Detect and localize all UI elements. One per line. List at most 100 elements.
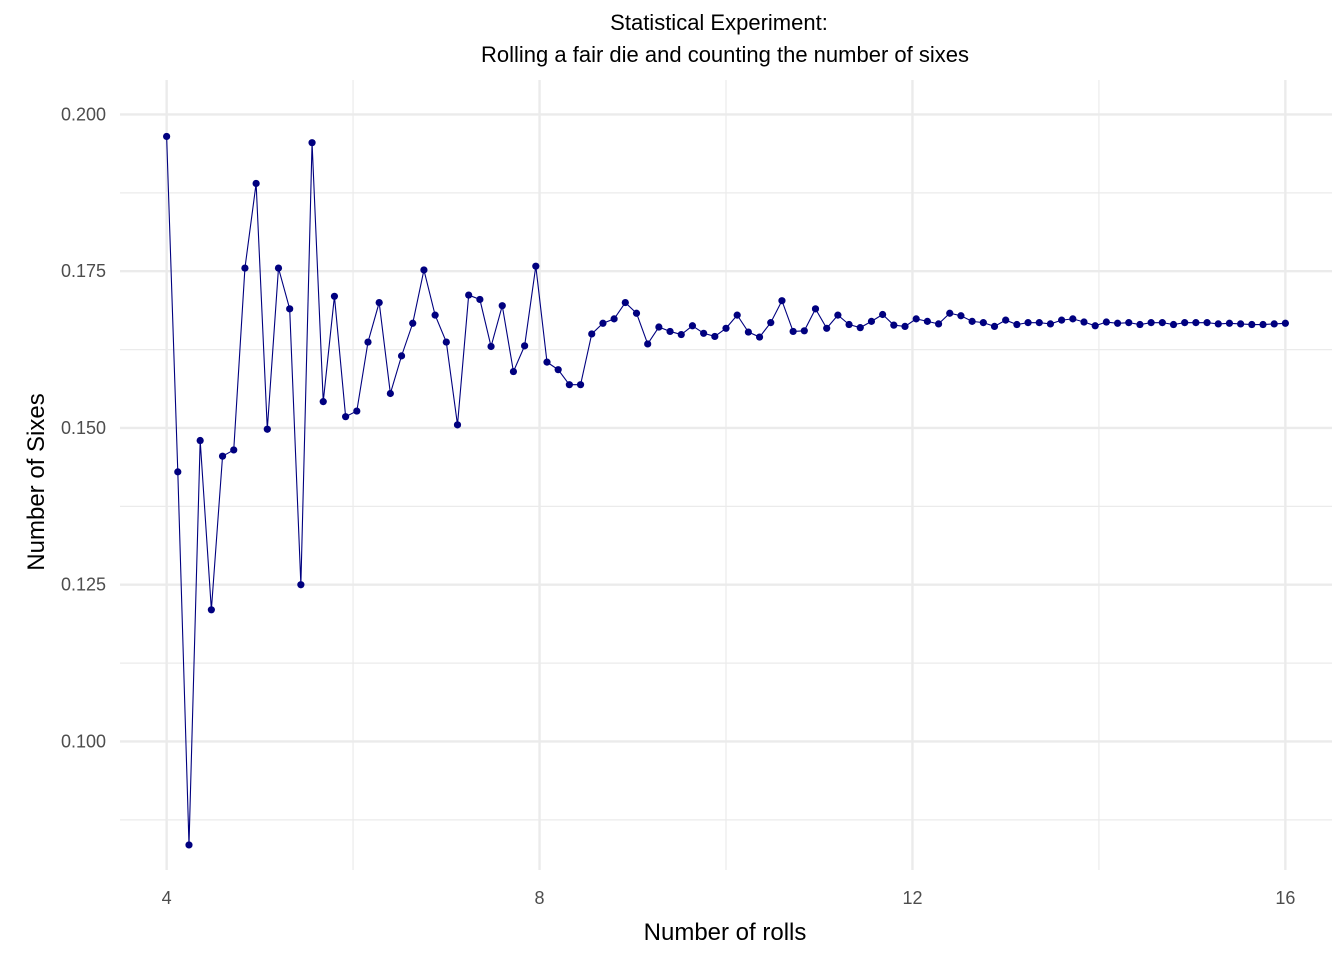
y-tick-label: 0.150: [61, 418, 106, 438]
series-layer: [163, 132, 1289, 849]
data-point: [565, 381, 573, 389]
data-point: [688, 322, 697, 330]
x-tick-label: 8: [535, 888, 545, 908]
x-tick-label: 16: [1275, 888, 1295, 908]
data-point: [823, 324, 831, 332]
data-point: [1002, 316, 1010, 324]
data-point: [1225, 319, 1234, 327]
chart-title: Statistical Experiment:: [610, 10, 828, 35]
data-point: [588, 330, 596, 338]
y-tick-label: 0.100: [61, 731, 106, 751]
data-point: [308, 139, 316, 147]
data-point: [241, 264, 249, 272]
data-point: [487, 342, 495, 351]
grid-major: [120, 80, 1332, 870]
data-point: [1046, 320, 1055, 328]
data-point: [521, 342, 529, 350]
x-tick-label: 12: [902, 888, 922, 908]
data-point: [252, 179, 260, 188]
data-point: [1248, 320, 1256, 329]
data-point: [599, 319, 607, 327]
data-point: [778, 297, 786, 305]
data-point: [979, 319, 987, 327]
data-point: [1024, 319, 1032, 327]
y-tick-label: 0.200: [61, 104, 106, 124]
data-point: [1192, 319, 1200, 327]
data-point: [834, 311, 842, 319]
data-point: [1125, 319, 1133, 327]
data-point: [856, 324, 864, 332]
data-point: [1113, 319, 1122, 327]
data-point: [1270, 320, 1278, 328]
y-tick-labels: 0.100 0.125 0.150 0.175 0.200: [61, 104, 106, 751]
data-point: [1181, 319, 1189, 327]
data-point: [1169, 320, 1178, 329]
grid-minor: [120, 80, 1332, 870]
y-tick-label: 0.125: [61, 575, 106, 595]
data-point: [968, 317, 976, 325]
chart-subtitle: Rolling a fair die and counting the numb…: [481, 42, 969, 67]
data-point: [1035, 319, 1043, 327]
y-axis-title: Number of Sixes: [23, 393, 50, 570]
data-point: [174, 468, 182, 476]
data-point: [442, 338, 450, 346]
data-point: [498, 302, 506, 310]
data-point: [890, 321, 898, 329]
data-point: [1069, 315, 1077, 323]
data-point: [655, 323, 663, 331]
data-point: [397, 352, 406, 360]
x-tick-label: 4: [162, 888, 172, 908]
data-point: [1091, 322, 1099, 330]
data-point: [263, 425, 271, 433]
data-point: [912, 315, 920, 323]
data-point: [230, 446, 238, 454]
data-point: [711, 332, 719, 341]
data-point: [1158, 319, 1166, 327]
data-point: [509, 367, 518, 376]
data-point: [789, 327, 797, 336]
data-point: [946, 309, 954, 317]
data-point: [990, 322, 999, 330]
data-point: [375, 298, 383, 307]
data-point: [755, 333, 764, 341]
data-point: [353, 407, 361, 415]
data-point: [1013, 320, 1021, 329]
data-point: [901, 322, 909, 330]
y-tick-label: 0.175: [61, 261, 106, 281]
data-point: [297, 581, 305, 589]
data-point: [632, 309, 641, 317]
data-point: [274, 264, 283, 272]
data-point: [420, 266, 428, 274]
data-point: [1058, 316, 1066, 324]
data-point: [845, 320, 853, 329]
data-point: [431, 311, 439, 319]
data-point: [342, 413, 350, 421]
data-point: [319, 398, 327, 406]
data-point: [666, 327, 674, 336]
data-point: [386, 389, 394, 398]
data-point: [1237, 320, 1245, 328]
data-point: [800, 327, 808, 335]
data-point: [957, 312, 965, 320]
data-point: [218, 452, 227, 460]
data-point: [1203, 319, 1211, 327]
x-axis-title: Number of rolls: [644, 919, 807, 946]
data-point: [1281, 319, 1289, 327]
data-point: [196, 436, 204, 445]
data-point: [163, 132, 171, 141]
data-point: [1102, 318, 1110, 326]
data-point: [554, 366, 562, 374]
data-point: [207, 606, 215, 614]
data-point: [722, 324, 730, 332]
data-point: [185, 841, 193, 849]
data-point: [644, 340, 652, 348]
data-point: [409, 319, 417, 327]
data-point: [934, 320, 943, 328]
data-point: [744, 328, 752, 336]
data-point: [879, 310, 887, 319]
data-point: [621, 298, 629, 307]
data-point: [543, 358, 551, 366]
data-point: [532, 262, 540, 270]
